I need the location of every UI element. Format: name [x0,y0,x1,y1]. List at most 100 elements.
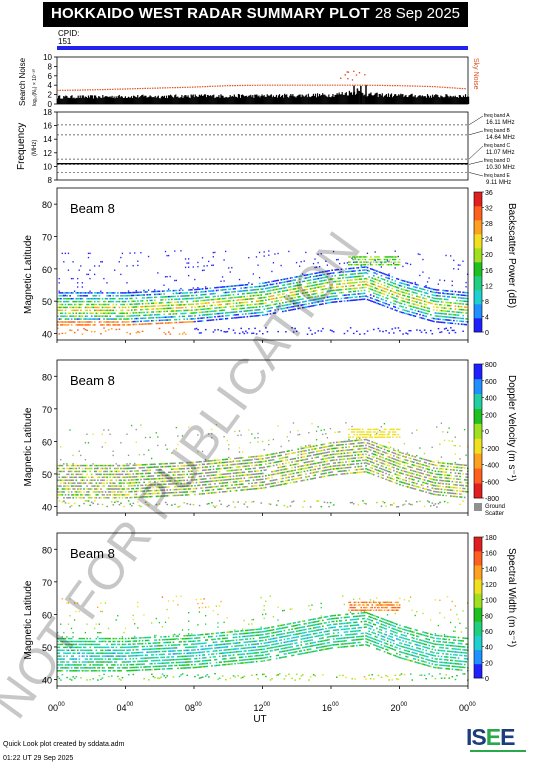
scatter-cell [425,284,427,287]
scatter-cell [280,460,283,462]
scatter-cell [448,319,451,321]
scatter-cell [309,305,312,308]
scatter-cell [118,482,121,484]
scatter-cell [274,253,276,255]
scatter-cell [127,306,130,309]
scatter-cell [422,314,424,317]
scatter-cell [272,297,275,300]
scatter-cell [107,324,110,326]
scatter-cell [372,301,375,303]
scatter-cell [180,485,182,488]
scatter-cell [189,318,192,320]
scatter-cell [194,464,196,466]
scatter-cell [275,504,278,506]
scatter-cell [385,273,387,276]
scatter-cell [317,301,320,303]
scatter-cell [211,477,213,480]
scatter-cell [380,272,383,274]
scatter-cell [423,309,426,311]
scatter-cell [363,289,366,292]
scatter-cell [67,324,70,326]
scatter-cell [204,489,207,492]
scatter-cell [372,283,375,286]
freq-band-name: freq band C [484,143,511,149]
scatter-cell [251,309,253,312]
scatter-cell [204,460,207,463]
upper-scatter-cell [385,261,387,263]
scatter-cell [130,470,133,472]
noise-bar [326,96,328,104]
scatter-cell [174,468,176,470]
scatter-cell [107,464,110,467]
noise-bar [195,96,197,104]
scatter-cell [121,292,124,294]
scatter-cell [146,475,148,478]
scatter-cell [189,503,192,506]
scatter-cell [135,490,138,493]
scatter-cell [84,321,87,323]
scatter-cell [277,461,279,463]
scatter-cell [228,288,230,291]
scatter-cell [126,309,128,312]
scatter-cell [249,462,252,464]
scatter-cell [443,304,446,306]
scatter-cell [103,306,105,309]
scatter-cell [258,300,261,302]
noise-bar [276,97,279,104]
noise-bar [197,96,199,104]
scatter-cell [332,280,335,283]
scatter-cell [171,477,173,479]
noise-bar [398,94,400,104]
noise-bar [150,96,152,104]
scatter-cell [203,463,206,466]
scatter-cell [134,317,136,320]
scatter-cell [181,315,184,318]
scatter-cell [208,489,210,492]
scatter-cell [66,479,68,481]
scatter-cell [368,284,370,287]
scatter-cell [161,474,164,477]
scatter-cell [331,278,333,280]
noise-bar [303,96,305,104]
scatter-cell [363,333,366,335]
scatter-cell [220,503,222,505]
noise-bar [97,98,99,104]
scatter-cell [245,313,247,315]
scatter-cell [155,466,158,468]
sky-noise-point [351,79,354,81]
scatter-cell [342,291,344,294]
scatter-cell [218,306,221,309]
noise-bar [257,96,259,104]
scatter-cell [288,283,290,285]
scatter-cell [155,478,158,480]
scatter-cell [160,463,162,465]
scatter-cell [326,290,329,293]
upper-scatter-cell [363,261,365,263]
scatter-cell [197,303,199,305]
scatter-cell [160,483,162,486]
scatter-cell [194,306,196,308]
scatter-cell [417,284,420,286]
scatter-cell [114,312,116,315]
scatter-cell [174,485,176,488]
noise-bar [73,97,75,104]
scatter-cell [251,501,253,503]
noise-bar [203,94,206,104]
scatter-cell [158,489,161,492]
scatter-cell [420,305,423,308]
scatter-cell [58,473,61,476]
scatter-cell [178,309,181,312]
scatter-cell [234,332,236,334]
scatter-cell [77,292,79,294]
scatter-cell [195,294,198,297]
scatter-cell [232,487,235,489]
scatter-cell [186,262,188,264]
scatter-cell [101,303,104,306]
scatter-cell [214,471,216,473]
scatter-cell [58,318,61,320]
scatter-cell [283,287,286,289]
scatter-cell [315,283,318,286]
scatter-cell [104,303,107,306]
scatter-cell [184,292,187,294]
scatter-cell [224,482,227,484]
